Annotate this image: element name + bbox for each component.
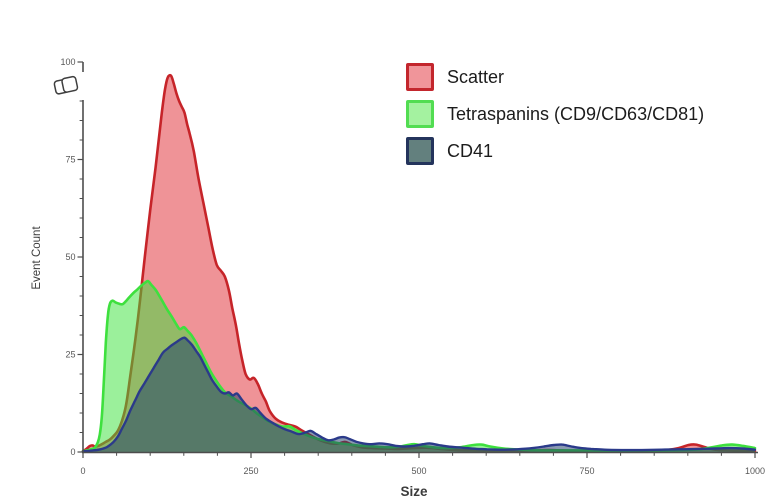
legend-item-scatter: Scatter xyxy=(406,63,704,91)
line-cd41 xyxy=(81,336,757,453)
y-tick-label-25: 25 xyxy=(65,350,75,360)
x-axis-title: Size xyxy=(400,484,428,499)
copy-icon[interactable] xyxy=(51,72,84,100)
legend-swatch-scatter xyxy=(406,63,434,91)
legend-item-cd41: CD41 xyxy=(406,137,704,165)
legend: Scatter Tetraspanins (CD9/CD63/CD81) CD4… xyxy=(406,63,704,165)
legend-item-tetraspanins: Tetraspanins (CD9/CD63/CD81) xyxy=(406,100,704,128)
legend-swatch-cd41 xyxy=(406,137,434,165)
x-tick-label-1000: 1000 xyxy=(745,466,765,476)
y-axis-title: Event Count xyxy=(31,226,43,290)
y-tick-label-75: 75 xyxy=(65,155,75,165)
x-tick-label-500: 500 xyxy=(411,466,426,476)
x-tick-label-750: 750 xyxy=(579,466,594,476)
legend-label-tetraspanins: Tetraspanins (CD9/CD63/CD81) xyxy=(447,103,705,124)
x-tick-label-250: 250 xyxy=(243,466,258,476)
y-tick-label-0: 0 xyxy=(70,447,75,457)
legend-swatch-tetraspanins xyxy=(406,100,434,128)
legend-label-scatter: Scatter xyxy=(447,66,505,87)
y-tick-label-50: 50 xyxy=(65,252,75,262)
x-tick-label-0: 0 xyxy=(80,466,85,476)
area-cd41 xyxy=(83,337,755,453)
y-tick-label-100: 100 xyxy=(60,57,75,67)
legend-label-cd41: CD41 xyxy=(447,140,494,161)
